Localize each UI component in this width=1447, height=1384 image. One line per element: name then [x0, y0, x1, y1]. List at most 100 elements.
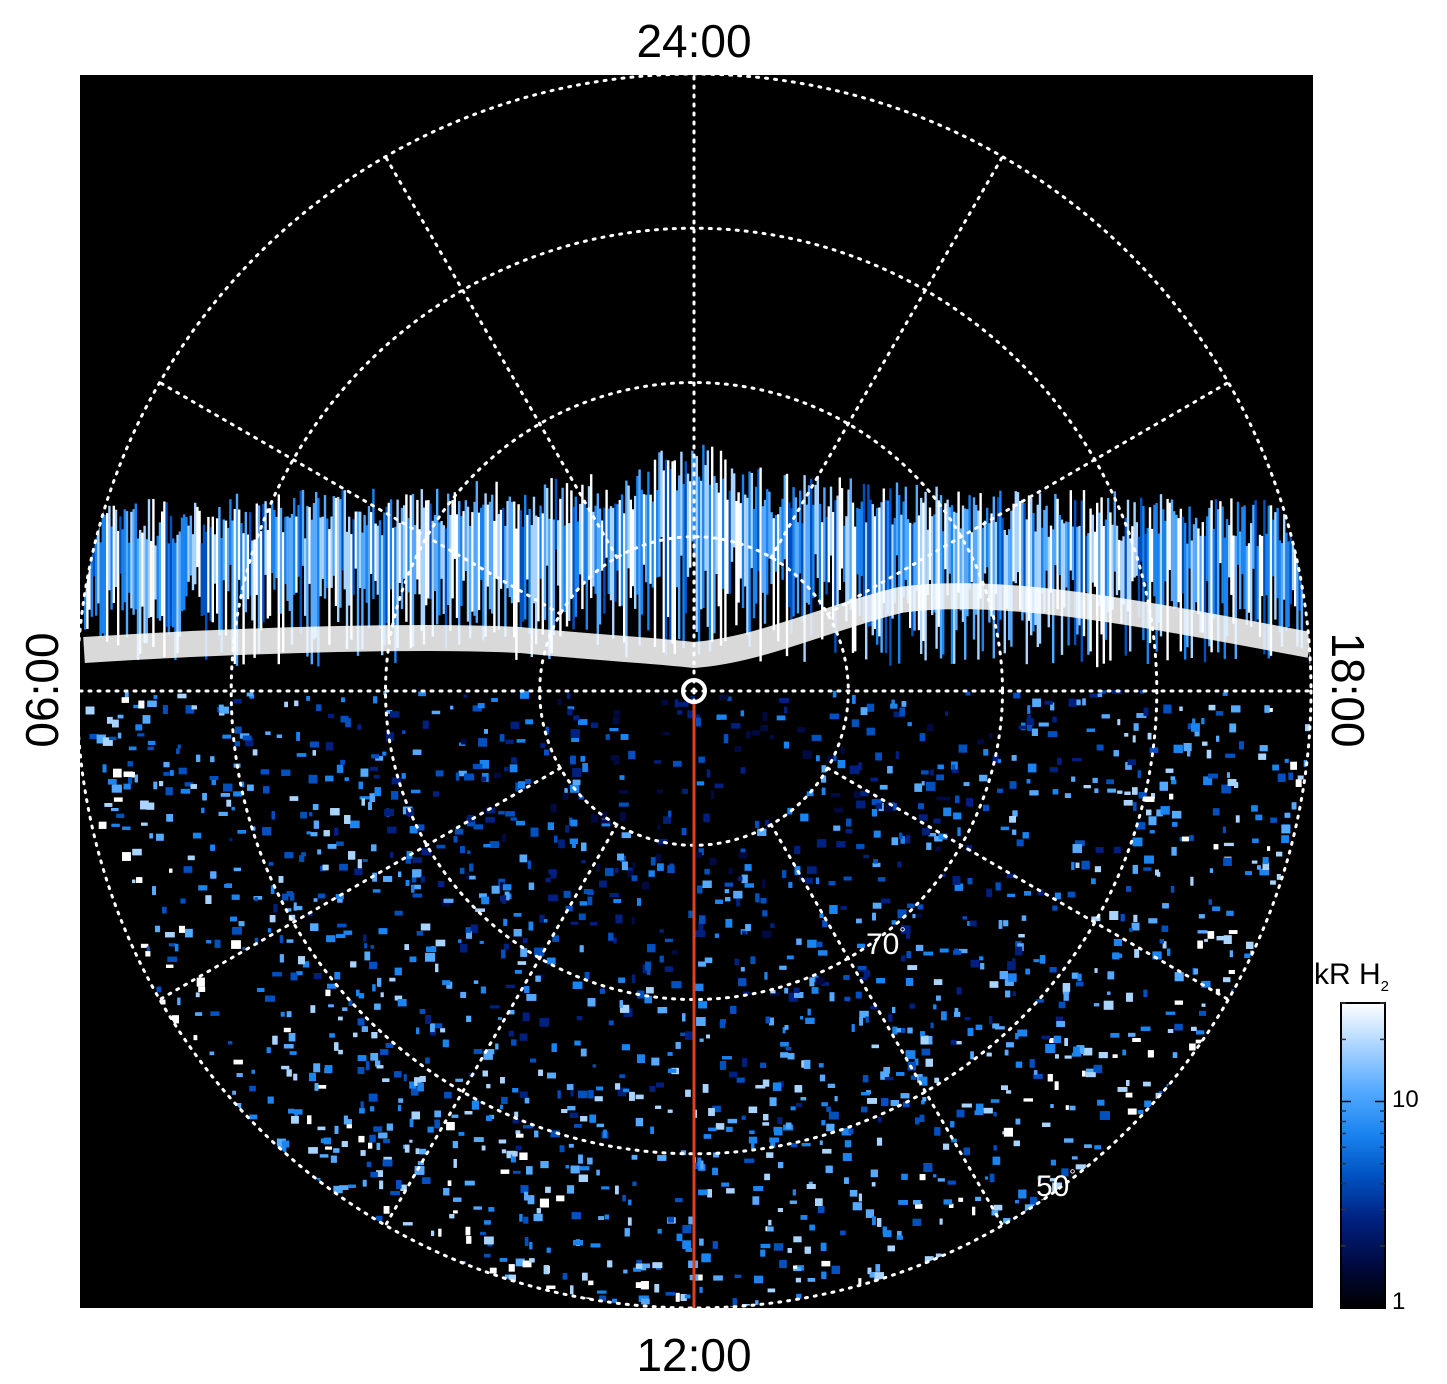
emission-pixel: [721, 1182, 730, 1187]
emission-pixel: [1052, 905, 1058, 911]
emission-pixel: [548, 869, 557, 875]
emission-pixel: [289, 796, 299, 801]
emission-pixel: [918, 803, 924, 810]
emission-pixel: [354, 868, 363, 875]
emission-pixel: [107, 779, 117, 785]
emission-pixel: [1172, 822, 1178, 827]
emission-pixel: [907, 903, 915, 908]
auroral-streak: [451, 500, 454, 599]
emission-pixel: [681, 788, 688, 794]
auroral-streak: [429, 503, 432, 600]
emission-pixel: [500, 1169, 510, 1174]
emission-pixel: [1132, 735, 1136, 743]
emission-pixel: [1055, 1016, 1064, 1021]
emission-pixel: [516, 739, 526, 743]
emission-pixel: [657, 1007, 668, 1014]
emission-pixel: [661, 700, 669, 706]
auroral-streak: [163, 501, 166, 657]
emission-pixel: [961, 1103, 972, 1108]
emission-pixel: [402, 730, 406, 734]
auroral-streak: [200, 543, 203, 616]
emission-pixel: [1015, 1200, 1019, 1204]
auroral-streak: [550, 478, 553, 653]
emission-pixel: [633, 1267, 641, 1272]
emission-pixel: [914, 913, 922, 918]
emission-pixel: [742, 1058, 747, 1067]
auroral-streak: [167, 543, 170, 635]
emission-pixel: [327, 983, 337, 989]
emission-pixel: [390, 852, 394, 858]
auroral-streak: [1078, 525, 1081, 626]
emission-pixel: [906, 951, 912, 959]
auroral-streak: [1221, 506, 1224, 604]
emission-pixel: [1122, 1049, 1126, 1056]
auroral-streak: [1074, 500, 1077, 645]
emission-pixel: [310, 832, 318, 837]
emission-pixel: [163, 761, 170, 768]
emission-pixel: [412, 893, 422, 898]
emission-pixel: [794, 845, 801, 855]
emission-pixel: [570, 1165, 580, 1174]
emission-pixel: [1095, 847, 1104, 853]
emission-pixel: [233, 867, 241, 872]
degree-symbol: °: [1069, 1167, 1076, 1184]
emission-pixel: [986, 1052, 992, 1057]
emission-pixel: [563, 890, 571, 898]
local-time-meridian: [826, 766, 1230, 1001]
emission-pixel: [1179, 706, 1183, 711]
emission-pixel: [510, 817, 517, 821]
auroral-streak: [323, 495, 327, 599]
emission-pixel: [400, 1184, 407, 1191]
emission-pixel: [317, 1085, 327, 1089]
emission-pixel: [419, 1148, 427, 1155]
emission-pixel: [267, 928, 272, 933]
emission-pixel: [736, 1077, 745, 1083]
emission-pixel: [201, 807, 205, 813]
auroral-streak: [836, 495, 839, 607]
emission-pixel: [455, 772, 460, 781]
auroral-streak: [737, 492, 740, 603]
auroral-streak: [1102, 526, 1105, 664]
emission-pixel: [998, 920, 1003, 929]
auroral-streak: [832, 512, 835, 620]
auroral-streak: [722, 478, 725, 589]
emission-pixel: [892, 803, 897, 811]
emission-pixel: [1101, 714, 1110, 719]
auroral-streak: [1016, 492, 1020, 573]
emission-pixel: [522, 938, 528, 944]
emission-pixel: [1284, 812, 1291, 818]
auroral-streak: [601, 520, 604, 571]
emission-pixel: [1223, 935, 1232, 944]
emission-pixel: [270, 885, 275, 894]
auroral-streak: [1287, 541, 1290, 628]
emission-pixel: [465, 1226, 471, 1236]
emission-pixel: [665, 1292, 675, 1296]
emission-pixel: [1015, 1061, 1023, 1068]
emission-pixel: [452, 1141, 458, 1149]
emission-pixel: [574, 1040, 581, 1046]
auroral-streak: [739, 503, 742, 579]
emission-pixel: [699, 1038, 704, 1042]
emission-pixel: [293, 1109, 303, 1115]
emission-pixel: [632, 862, 636, 869]
emission-pixel: [716, 779, 724, 784]
auroral-streak: [405, 494, 408, 622]
emission-pixel: [877, 1218, 882, 1227]
auroral-streak: [779, 506, 782, 563]
auroral-streak: [757, 469, 760, 572]
local-time-label-bottom: 12:00: [636, 1329, 752, 1381]
auroral-streak: [856, 507, 859, 575]
emission-pixel: [1193, 968, 1198, 975]
emission-pixel: [1003, 1127, 1013, 1137]
emission-pixel: [307, 1115, 312, 1125]
emission-pixel: [427, 1126, 434, 1133]
emission-pixel: [502, 884, 512, 891]
emission-pixel: [951, 764, 956, 770]
emission-pixel: [943, 1143, 950, 1150]
emission-pixel: [765, 820, 769, 826]
auroral-streak: [911, 524, 914, 637]
auroral-streak: [785, 473, 789, 657]
auroral-streak: [997, 497, 1000, 638]
emission-pixel: [371, 844, 377, 852]
emission-pixel: [744, 864, 752, 871]
